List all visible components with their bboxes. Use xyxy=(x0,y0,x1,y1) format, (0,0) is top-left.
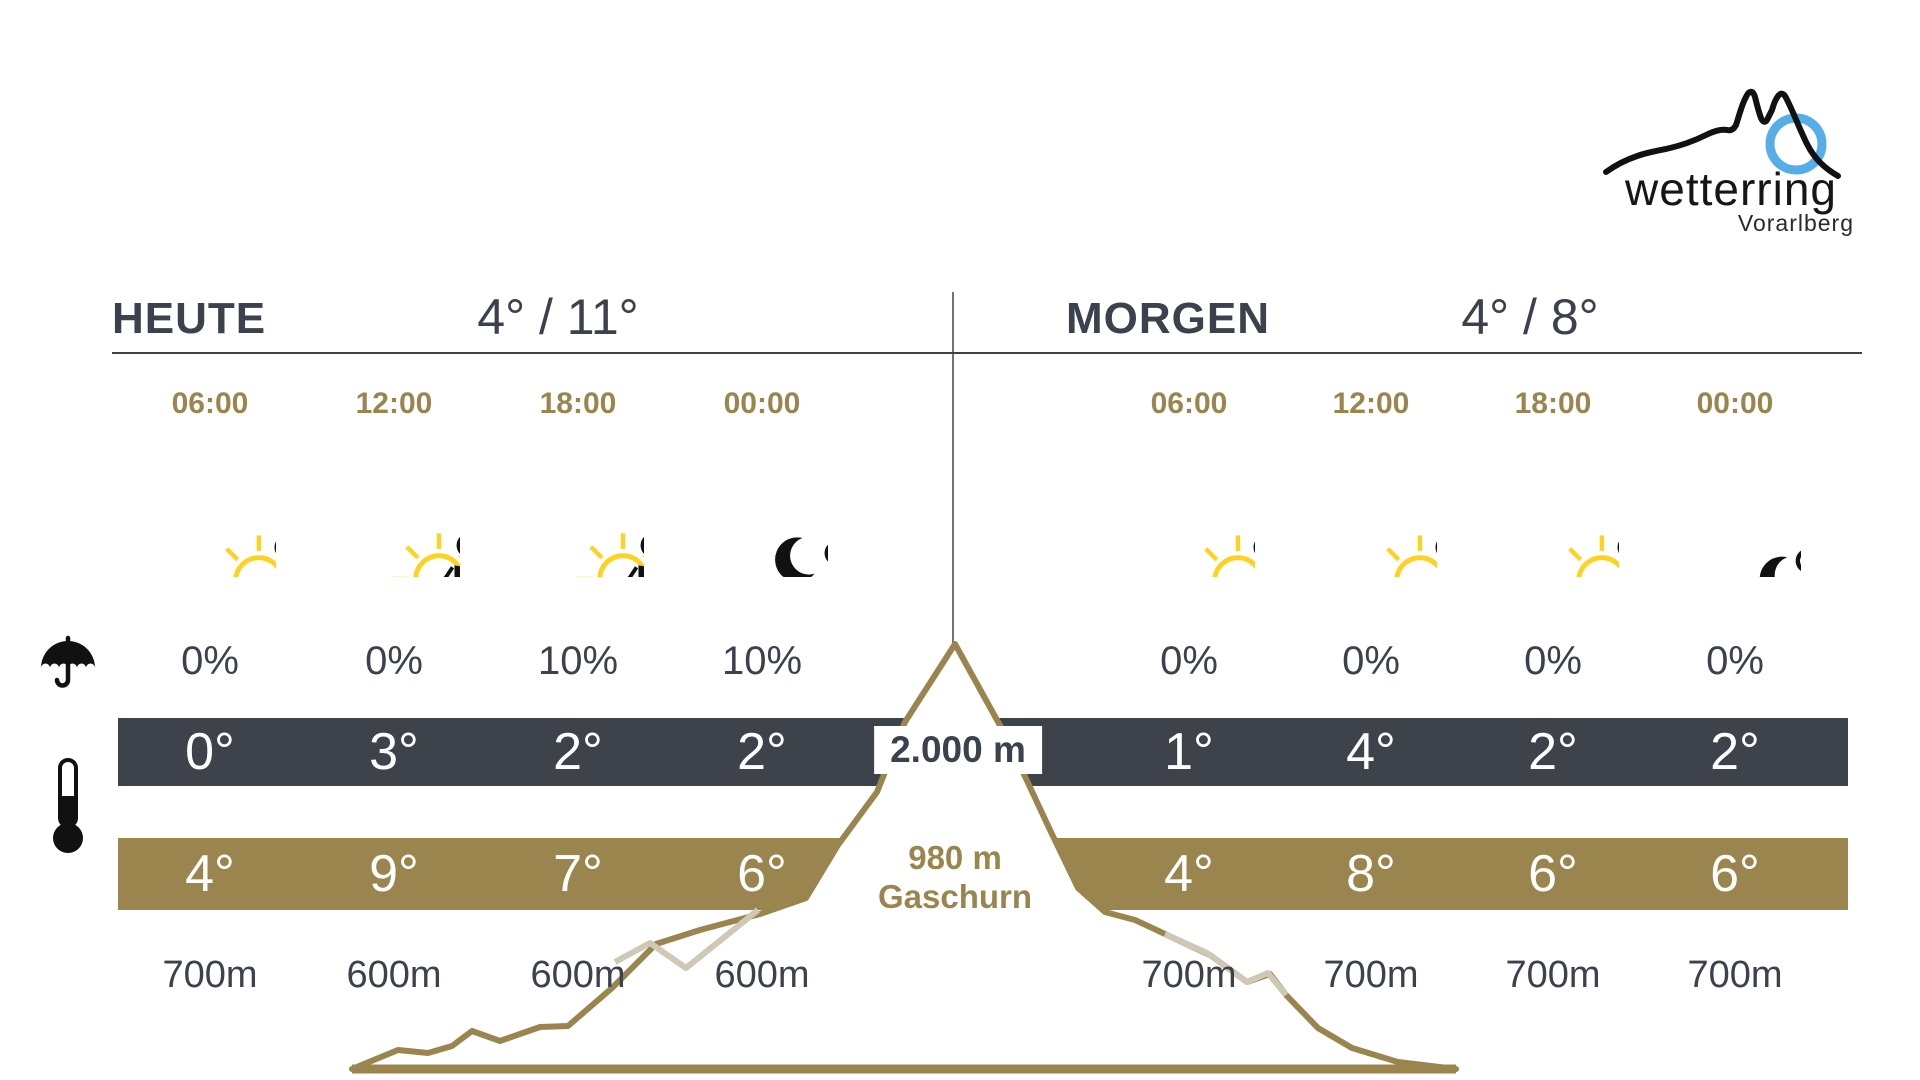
gaschurn-text: Gaschurn xyxy=(877,878,1033,915)
snowline-value: 700m xyxy=(1323,953,1419,996)
row-temp-low: 4° 9° 7° 6° xyxy=(118,838,854,910)
snowline-value: 600m xyxy=(714,953,810,996)
time-label: 12:00 xyxy=(1332,387,1410,420)
precip-value: 0% xyxy=(1342,638,1400,683)
precip-value: 0% xyxy=(1524,638,1582,683)
day-minmax-tomorrow: 4° / 8° xyxy=(1461,289,1599,345)
time-label: 18:00 xyxy=(539,387,617,420)
snowline-value: 700m xyxy=(162,953,258,996)
elevation-label-gaschurn: 980 m Gaschurn xyxy=(878,838,1032,916)
logo-region-text: Vorarlberg xyxy=(1737,210,1854,236)
temp-980m-value: 4° xyxy=(1164,845,1214,903)
snowline-value: 600m xyxy=(530,953,626,996)
temp-980m-value: 4° xyxy=(185,845,235,903)
day-label-today: HEUTE xyxy=(112,294,267,343)
temp-2000m-value: 2° xyxy=(737,723,787,781)
snowline-value: 700m xyxy=(1141,953,1237,996)
row-temp-high: 0° 3° 2° 2° xyxy=(118,718,854,786)
day-minmax-today: 4° / 11° xyxy=(477,289,639,345)
sun-cloud-icon xyxy=(1462,438,1644,596)
time-label: 00:00 xyxy=(1696,387,1774,420)
wetterring-logo: wetterring Vorarlberg xyxy=(1600,84,1862,240)
row-times: 06:00 12:00 18:00 00:00 xyxy=(1098,382,1826,426)
precip-value: 0% xyxy=(365,638,423,683)
temp-980m-value: 7° xyxy=(553,845,603,903)
precip-value: 0% xyxy=(181,638,239,683)
temp-2000m-value: 3° xyxy=(369,723,419,781)
logo-brand-text: wetterring xyxy=(1625,163,1837,215)
temp-2000m-value: 2° xyxy=(1528,723,1578,781)
row-snowline: 700m 600m 600m 600m xyxy=(118,948,854,1002)
temp-2000m-value: 1° xyxy=(1164,723,1214,781)
time-label: 12:00 xyxy=(355,387,433,420)
row-temp-high: 1° 4° 2° 2° xyxy=(1098,718,1826,786)
row-precip: 0% 0% 0% 0% xyxy=(1098,634,1826,688)
temp-2000m-value: 4° xyxy=(1346,723,1396,781)
sun-cloud-icon xyxy=(118,438,302,596)
temp-2000m-value: 2° xyxy=(553,723,603,781)
row-icons xyxy=(1098,438,1826,596)
sun-cloud-windsock-icon xyxy=(486,438,670,596)
precip-value: 0% xyxy=(1160,638,1218,683)
time-label: 06:00 xyxy=(171,387,249,420)
snowline-value: 700m xyxy=(1687,953,1783,996)
umbrella-icon xyxy=(41,635,95,688)
temp-980m-value: 6° xyxy=(737,845,787,903)
day-label-tomorrow: MORGEN xyxy=(1066,294,1270,343)
temp-2000m-value: 2° xyxy=(1710,723,1760,781)
temp-980m-value: 6° xyxy=(1528,845,1578,903)
sun-cloud-windsock-icon xyxy=(302,438,486,596)
sun-cloud-icon xyxy=(1098,438,1280,596)
moon-cloud-windsock-icon xyxy=(670,438,854,596)
time-label: 18:00 xyxy=(1514,387,1592,420)
precip-value: 10% xyxy=(537,638,619,683)
temp-980m-value: 9° xyxy=(369,845,419,903)
temp-2000m-value: 0° xyxy=(185,723,235,781)
snowline-value: 600m xyxy=(346,953,442,996)
moon-cloud-icon xyxy=(1644,438,1826,596)
header-divider-line xyxy=(112,352,1862,354)
elevation-label-2000m: 2.000 m xyxy=(874,726,1042,774)
row-icons xyxy=(118,438,854,596)
time-label: 06:00 xyxy=(1150,387,1228,420)
row-temp-low: 4° 8° 6° 6° xyxy=(1098,838,1826,910)
time-label: 00:00 xyxy=(723,387,801,420)
row-snowline: 700m 700m 700m 700m xyxy=(1098,948,1826,1002)
precip-value: 10% xyxy=(721,638,803,683)
logo-mountain-icon xyxy=(1603,88,1841,179)
precip-value: 0% xyxy=(1706,638,1764,683)
row-times: 06:00 12:00 18:00 00:00 xyxy=(118,382,854,426)
forecast-panel-today: 06:00 12:00 18:00 00:00 0% 0% 10% 10% 0° 3° 2° 2° 4°… xyxy=(118,0,854,1080)
snowline-value: 700m xyxy=(1505,953,1601,996)
row-precip: 0% 0% 10% 10% xyxy=(118,634,854,688)
temp-980m-value: 8° xyxy=(1346,845,1396,903)
elevation-980m-text: 980 m xyxy=(908,839,1002,876)
thermometer-icon xyxy=(53,758,83,853)
temp-980m-value: 6° xyxy=(1710,845,1760,903)
sun-cloud-icon xyxy=(1280,438,1462,596)
